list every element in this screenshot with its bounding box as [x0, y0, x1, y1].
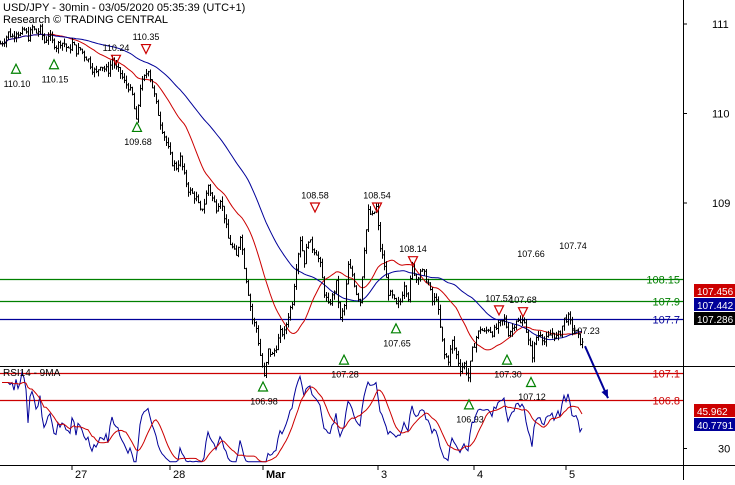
peak-label: 107.68 [509, 295, 537, 305]
slow-ma-line [0, 33, 583, 341]
peak-label: 110.24 [103, 43, 130, 53]
price-tag: 107.286 [697, 315, 734, 326]
trough-label: 107.23 [572, 326, 600, 336]
trough-label: 107.65 [383, 338, 411, 348]
x-tick-label: 28 [173, 469, 185, 480]
price-tag: 107.456 [697, 287, 734, 298]
trough-marker [338, 353, 350, 365]
fast-ma-line [0, 33, 583, 351]
x-tick-label: Mar [266, 469, 286, 480]
peak-label: 108.58 [301, 190, 329, 200]
y-tick-label: 110 [712, 109, 730, 121]
y-tick-label: 109 [712, 198, 730, 210]
forecast-arrow [584, 345, 609, 399]
peak-label: 108.14 [399, 244, 427, 254]
trough-label: 107.12 [518, 392, 546, 402]
trough-marker [257, 380, 269, 392]
trough-marker [131, 121, 143, 133]
rsi-tag: 45.962 [697, 407, 728, 418]
price-tags: 107.456 107.442 107.286 45.962 40.7791 [694, 284, 735, 432]
forecast-arrow-head [601, 389, 608, 399]
rsi-title: RSI14 - 9MA [3, 368, 61, 379]
trough-marker [48, 58, 60, 70]
moving-averages [0, 33, 583, 351]
rsi-ma-line [2, 381, 583, 463]
trough-label: 110.15 [42, 74, 69, 84]
trough-label: 107.28 [331, 370, 359, 380]
trough-label: 110.10 [4, 79, 31, 89]
y-tick-label: 111 [712, 19, 729, 31]
forecast-arrow-shaft [584, 345, 609, 399]
rsi-line [2, 370, 583, 463]
peak-label: 107.66 [517, 249, 545, 259]
candlestick-series [0, 23, 584, 383]
x-tick-label: 3 [381, 469, 387, 480]
trough-marker [390, 322, 402, 334]
support-resistance-levels: 108.15 107.9 107.7 107.1 106.8 [0, 275, 683, 408]
peak-marker [140, 43, 152, 55]
x-tick-label: 5 [569, 469, 575, 480]
peak-label: 110.35 [133, 32, 160, 42]
trough-label: 107.30 [494, 370, 522, 380]
level-label: 107.1 [652, 369, 680, 381]
x-tick-label: 27 [75, 469, 87, 480]
peak-marker [517, 307, 529, 319]
trough-marker [463, 398, 475, 410]
rsi-panel [0, 366, 735, 463]
price-tag-bg [694, 284, 735, 297]
level-label: 108.15 [646, 275, 680, 287]
price-tag-bg [694, 312, 735, 325]
trough-label: 106.98 [250, 396, 278, 406]
x-tick-label: 4 [477, 469, 483, 480]
trough-marker [501, 353, 513, 365]
trough-label: 109.68 [124, 137, 152, 147]
peak-marker [407, 256, 419, 268]
level-label: 107.7 [652, 315, 680, 327]
chart-title: USD/JPY - 30min - 03/05/2020 05:35:39 (U… [3, 2, 246, 14]
price-tag-bg [694, 298, 735, 311]
price-tag: 107.442 [697, 301, 734, 312]
rsi-tag-bg [694, 418, 735, 431]
chart-subtitle: Research © TRADING CENTRAL [3, 14, 168, 26]
level-label: 107.9 [652, 297, 680, 309]
peak-label: 107.74 [559, 241, 587, 251]
peak-marker [493, 305, 505, 317]
peak-marker [371, 202, 383, 214]
peak-label: 108.54 [363, 190, 391, 200]
trough-marker [525, 376, 537, 388]
peak-marker [309, 202, 321, 214]
peak-label: 107.52 [485, 293, 513, 303]
rsi-tag: 40.7791 [697, 421, 734, 432]
rsi-y-tick-label: 30 [718, 444, 730, 456]
peak-marker [110, 54, 122, 66]
trough-marker [10, 62, 22, 74]
trough-label: 106.93 [456, 414, 484, 424]
rsi-tag-bg [694, 404, 735, 417]
level-label: 106.8 [652, 396, 680, 408]
